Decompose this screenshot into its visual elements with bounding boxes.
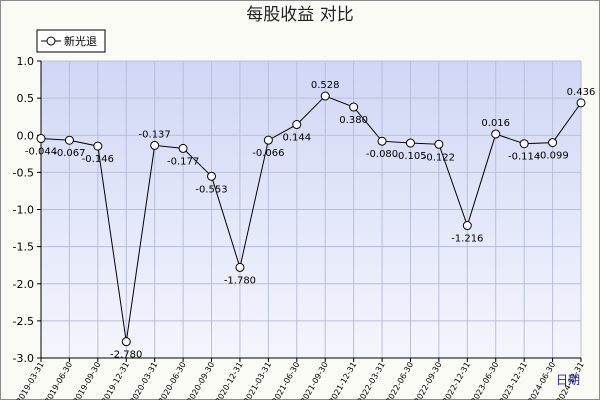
data-point xyxy=(64,135,74,145)
grid-lines xyxy=(40,60,582,359)
data-point xyxy=(377,136,387,146)
data-point xyxy=(491,129,501,139)
data-markers xyxy=(36,91,586,347)
x-tick-label: 2021-09-30 xyxy=(299,361,330,400)
data-point xyxy=(207,171,217,181)
data-label: -0.067 xyxy=(53,148,85,159)
data-label: -0.122 xyxy=(423,152,455,163)
x-tick-label: 2022-12-31 xyxy=(441,361,472,400)
data-label: -0.105 xyxy=(394,151,426,162)
data-label: -0.553 xyxy=(195,184,227,195)
data-label: -0.080 xyxy=(366,149,398,160)
data-label: 0.380 xyxy=(339,115,368,126)
data-label: 0.144 xyxy=(282,133,311,144)
chart-title: 每股收益 对比 xyxy=(246,5,353,25)
data-label: -2.780 xyxy=(110,350,142,361)
y-tick-label: -1.0 xyxy=(13,204,34,217)
x-tick-label: 2021-06-30 xyxy=(270,361,301,400)
x-tick-label: 2020-09-30 xyxy=(185,361,216,400)
y-tick-label: 0.0 xyxy=(17,129,35,142)
data-point xyxy=(36,134,46,144)
legend-series-name: 新光退 xyxy=(64,34,97,48)
y-tick-label: -1.5 xyxy=(13,241,34,254)
data-label: -1.216 xyxy=(451,234,483,245)
data-label: -0.137 xyxy=(139,129,171,140)
data-label: -0.044 xyxy=(25,147,57,158)
x-axis-ticks: 2019-03-312019-06-302019-09-302019-12-31… xyxy=(15,358,586,400)
x-tick-label: 2023-12-31 xyxy=(498,361,529,400)
data-point xyxy=(349,102,359,112)
data-point xyxy=(263,135,273,145)
x-tick-label: 2020-12-31 xyxy=(214,361,245,400)
legend-box xyxy=(36,29,106,53)
y-tick-label: -2.5 xyxy=(13,315,34,328)
x-tick-label: 2019-06-30 xyxy=(43,361,74,400)
data-point xyxy=(576,98,586,108)
data-point xyxy=(462,221,472,231)
data-point xyxy=(548,138,558,148)
y-tick-label: 1.0 xyxy=(17,55,35,68)
x-tick-label: 2023-06-30 xyxy=(469,360,500,400)
x-tick-label: 2021-12-31 xyxy=(327,361,358,400)
series-line xyxy=(40,95,582,342)
data-point xyxy=(519,139,529,149)
x-tick-label: 2019-09-30 xyxy=(72,361,103,400)
data-label: -0.146 xyxy=(82,154,114,165)
data-label: 0.016 xyxy=(481,118,510,129)
x-tick-label: 2022-09-30 xyxy=(413,361,444,400)
data-point xyxy=(93,141,103,151)
data-point xyxy=(434,139,444,149)
x-axis-label: 日期 xyxy=(556,373,580,387)
y-tick-label: -2.0 xyxy=(13,278,34,291)
x-tick-label: 2022-03-31 xyxy=(356,361,387,400)
data-point xyxy=(292,120,302,130)
data-point xyxy=(320,91,330,101)
x-tick-label: 2022-06-30 xyxy=(384,361,415,400)
x-tick-label: 2019-12-31 xyxy=(100,361,131,400)
data-label: 0.528 xyxy=(311,80,340,91)
data-label: -0.114 xyxy=(508,152,540,163)
x-tick-label: 2020-06-30 xyxy=(157,361,188,400)
data-point xyxy=(121,337,131,347)
y-axis-ticks: 1.0 0.5 0.0 -0.5 -1.0 -1.5 -2.0 -2.5 -3.0 xyxy=(13,55,41,365)
data-label: -1.780 xyxy=(224,275,256,286)
legend: 新光退 xyxy=(36,29,106,53)
data-label: 0.436 xyxy=(567,87,596,98)
x-tick-label: 2021-03-31 xyxy=(242,361,273,400)
data-point xyxy=(405,138,415,148)
data-label: -0.066 xyxy=(252,148,284,159)
legend-marker-icon xyxy=(46,36,56,46)
x-tick-label: 2019-03-31 xyxy=(15,361,46,400)
series-polyline xyxy=(40,95,582,342)
x-tick-label: 2024-06-30 xyxy=(526,361,557,400)
data-label: -0.177 xyxy=(167,156,199,167)
data-point xyxy=(235,262,245,272)
data-point xyxy=(178,143,188,153)
y-tick-label: -0.5 xyxy=(13,166,34,179)
data-point xyxy=(150,140,160,150)
x-tick-label: 2020-03-31 xyxy=(128,361,159,400)
y-tick-label: -3.0 xyxy=(13,352,34,365)
y-tick-label: 0.5 xyxy=(17,92,35,105)
data-labels: -0.044-0.067-0.146 -2.780 -0.137 -0.177 -0.5… xyxy=(25,80,595,361)
data-label: -0.099 xyxy=(536,151,568,162)
